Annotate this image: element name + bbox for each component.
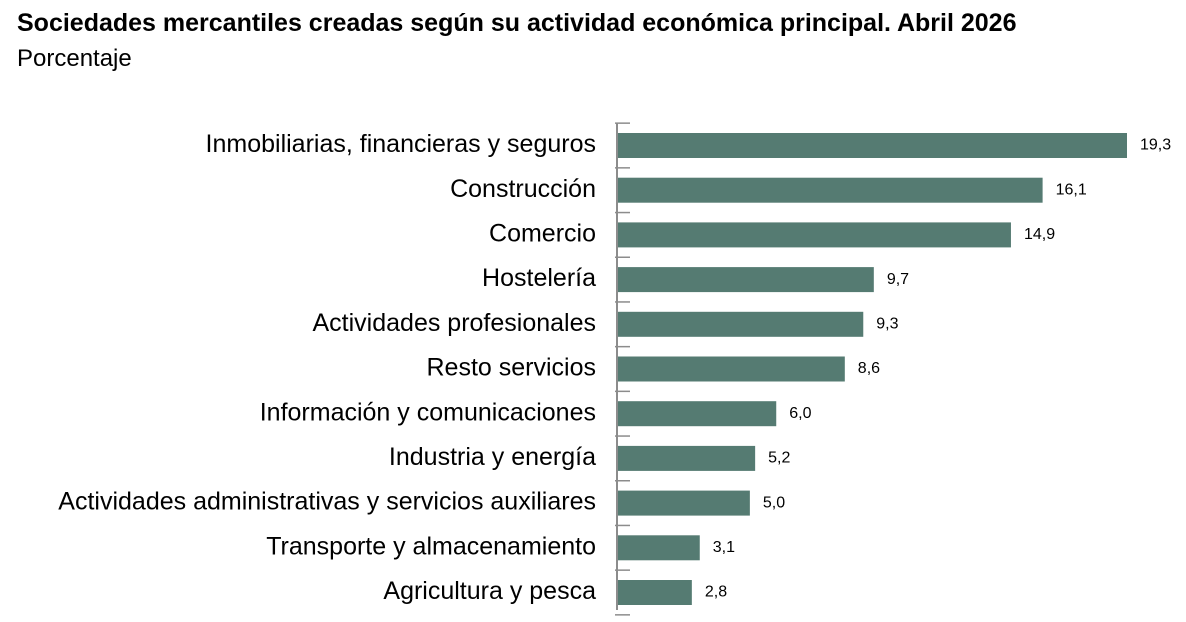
bar [618, 580, 692, 605]
data-label: 5,0 [763, 494, 785, 511]
bar [618, 535, 700, 561]
chart-subtitle: Porcentaje [17, 45, 132, 72]
bar [618, 445, 756, 471]
bar [618, 490, 750, 516]
category-label: Construcción [450, 175, 596, 203]
category-label: Agricultura y pesca [383, 577, 596, 605]
category-label: Inmobiliarias, financieras y seguros [206, 130, 596, 158]
bar [618, 401, 777, 427]
chart-title: Sociedades mercantiles creadas según su … [17, 9, 1017, 37]
bar [618, 177, 1043, 203]
bar [618, 356, 845, 382]
data-label: 14,9 [1024, 226, 1055, 243]
category-label: Industria y energía [389, 443, 596, 471]
data-label: 3,1 [713, 539, 735, 556]
data-label: 8,6 [858, 360, 880, 377]
data-label: 5,2 [768, 450, 790, 467]
category-label: Resto servicios [427, 354, 597, 382]
data-label: 6,0 [789, 405, 811, 422]
category-label: Actividades administrativas y servicios … [58, 488, 596, 516]
category-label: Comercio [489, 220, 596, 248]
category-label: Hostelería [482, 264, 596, 292]
bar [618, 133, 1127, 158]
bar [618, 267, 874, 293]
bar [618, 222, 1011, 248]
data-label: 2,8 [705, 584, 727, 601]
data-label: 16,1 [1056, 181, 1087, 198]
bar [618, 311, 864, 337]
category-label: Actividades profesionales [313, 309, 597, 337]
category-label: Información y comunicaciones [260, 398, 596, 426]
data-label: 9,3 [876, 316, 898, 333]
data-label: 19,3 [1140, 137, 1171, 154]
data-label: 9,7 [887, 271, 909, 288]
category-label: Transporte y almacenamiento [266, 532, 596, 560]
